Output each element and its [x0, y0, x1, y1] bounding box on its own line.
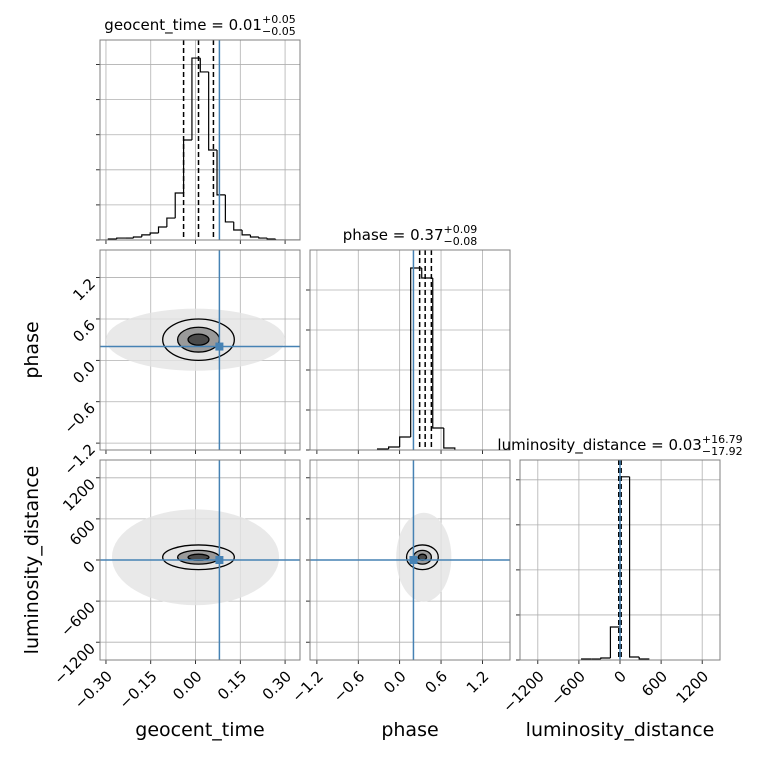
hist-bin [191, 57, 201, 140]
y-tick-label: −1.2 [61, 440, 99, 478]
panel-frame [519, 459, 721, 661]
hist-bin [199, 58, 209, 73]
plot-area [100, 460, 300, 660]
panel: −1.2−0.6 0.0 0.6 1.2 phase [21, 249, 301, 479]
hist-bin [132, 236, 142, 239]
x-tick-label: 600 [638, 667, 671, 700]
panel-frame [99, 459, 301, 661]
hist-bin [166, 217, 176, 228]
x-tick-label: 1.2 [463, 667, 493, 697]
y-tick-label: 1.2 [69, 275, 99, 305]
panel-frame [309, 249, 511, 451]
hist-bin [141, 234, 151, 238]
x-tick-label: 0.00 [169, 667, 205, 703]
hist-bin [182, 139, 192, 193]
hist-bin [216, 150, 226, 196]
title-sup: +0.09 [444, 223, 478, 236]
truth-marker [409, 556, 418, 564]
y-tick-label: −600 [57, 598, 99, 640]
x-tick-label: −0.6 [330, 667, 368, 705]
y-tick-label: −0.6 [61, 399, 99, 437]
panel: −1200 −600 0 600 1200 luminosity_distance = 0… [497, 433, 742, 741]
hist-bin [600, 657, 611, 660]
hist-bin [443, 428, 456, 450]
hist-bin [174, 192, 184, 219]
x-axis-label: geocent_time [135, 719, 264, 741]
x-tick-label: −0.15 [116, 667, 161, 712]
title-main: luminosity_distance = 0.03 [497, 436, 701, 455]
title-sup: +16.79 [702, 433, 743, 446]
y-axis-label: phase [21, 321, 43, 378]
x-tick-label: 0.15 [214, 667, 250, 703]
plot-area [310, 460, 510, 660]
panel-title: luminosity_distance = 0.03+16.79 −17.92 [497, 433, 742, 458]
hist-bin [609, 626, 620, 659]
y-axis-label: luminosity_distance [21, 466, 43, 655]
hist-bin [421, 268, 433, 279]
hist-bin [432, 278, 444, 429]
x-tick-label: −1200 [499, 667, 548, 716]
title-main: geocent_time = 0.01 [104, 16, 262, 35]
y-tick-label: 1200 [59, 475, 99, 515]
truth-marker [215, 342, 224, 351]
y-tick-label: 0.6 [69, 316, 99, 346]
truth-marker [215, 556, 224, 564]
panel-title: geocent_time = 0.01+0.05 −0.05 [104, 13, 295, 38]
panel: −0.30 −0.15 0.00 0.15 0.30−1200−60006001200g… [21, 459, 301, 741]
hist-bin [149, 232, 159, 235]
hist-bin [628, 476, 640, 658]
x-tick-label: 1200 [672, 667, 712, 707]
panel: phase = 0.37+0.09 −0.08 [306, 223, 511, 454]
y-tick-label: 0.0 [69, 358, 99, 388]
title-sub: −0.05 [262, 25, 296, 38]
hist-bin [388, 446, 400, 449]
panel-title: phase = 0.37+0.09 −0.08 [343, 223, 478, 248]
hist-bin [399, 436, 411, 447]
x-tick-label: 0.6 [421, 667, 451, 697]
hist-bin [157, 226, 167, 233]
x-tick-label: −600 [547, 667, 589, 709]
title-sub: −0.08 [444, 235, 478, 248]
x-tick-label: −0.30 [71, 667, 116, 712]
plot-area [520, 460, 720, 660]
title-main: phase = 0.37 [343, 226, 444, 244]
hist-bin [233, 221, 243, 231]
panel: geocent_time = 0.01+0.05 −0.05 [96, 13, 301, 244]
hist-bin [249, 234, 259, 238]
panel: −1.2−0.6 0.0 0.6 1.2 phase [288, 459, 511, 741]
title-sub: −17.92 [702, 445, 743, 458]
hist-bin [224, 194, 234, 223]
panel-frame [99, 249, 301, 451]
hist-bin [266, 238, 276, 240]
x-tick-label: 0.0 [380, 667, 410, 697]
hist-bin [241, 230, 251, 236]
x-axis-label: phase [381, 719, 438, 741]
panel-frame [309, 459, 511, 661]
plot-area [100, 40, 300, 240]
panel-frame [99, 39, 301, 241]
x-tick-label: 0 [611, 667, 630, 686]
title-sup: +0.05 [262, 13, 296, 26]
plot-area [100, 250, 300, 450]
x-axis-label: luminosity_distance [526, 719, 715, 741]
hist-bin [274, 238, 284, 240]
x-tick-label: 0.30 [259, 667, 295, 703]
contour [187, 333, 210, 346]
hist-bin [208, 71, 218, 151]
hist-bin [410, 267, 422, 437]
plot-area [310, 250, 510, 450]
y-tick-label: 600 [66, 516, 99, 549]
x-tick-label: −1.2 [288, 667, 326, 705]
hist-bin [116, 237, 126, 239]
hist-bin [258, 237, 268, 239]
